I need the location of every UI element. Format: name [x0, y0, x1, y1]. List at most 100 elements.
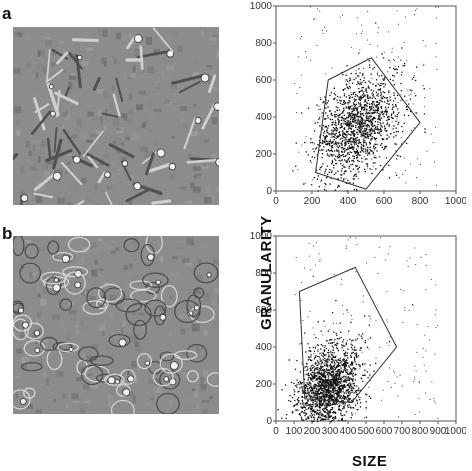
event-point — [360, 96, 362, 98]
event-point — [316, 379, 318, 381]
event-point — [338, 370, 340, 373]
event-point — [334, 377, 336, 379]
event-point — [405, 105, 408, 108]
event-point — [317, 420, 319, 423]
event-point — [377, 83, 379, 85]
event-point — [346, 377, 348, 379]
event-point — [343, 159, 346, 161]
event-point — [334, 189, 336, 191]
event-point — [355, 141, 357, 143]
event-point — [359, 364, 361, 367]
event-point — [369, 66, 371, 69]
cell-outline — [19, 262, 42, 284]
event-point — [380, 117, 383, 119]
event-point — [418, 382, 420, 384]
event-point — [340, 123, 342, 126]
event-point — [400, 289, 402, 291]
bright-cell — [155, 279, 161, 285]
event-point — [284, 384, 287, 386]
event-point — [323, 146, 325, 148]
event-point — [406, 108, 408, 111]
event-point — [349, 398, 352, 400]
event-point — [413, 127, 415, 129]
event-point — [395, 150, 397, 152]
event-point — [354, 115, 356, 117]
event-point — [326, 380, 328, 382]
event-point — [318, 393, 321, 396]
event-point — [373, 110, 375, 112]
event-point — [321, 415, 323, 417]
event-point — [366, 108, 368, 110]
event-point — [359, 104, 361, 106]
event-point — [324, 379, 326, 381]
event-point — [298, 399, 300, 402]
event-point — [345, 343, 347, 345]
event-point — [369, 120, 372, 122]
event-point — [291, 412, 293, 414]
event-point — [338, 121, 340, 123]
event-point — [367, 87, 369, 89]
event-point — [405, 182, 407, 184]
event-point — [329, 370, 331, 372]
cell-outline — [159, 353, 183, 374]
event-point — [370, 130, 372, 132]
event-point — [339, 378, 341, 380]
event-point — [365, 152, 367, 154]
event-point — [324, 139, 326, 141]
event-point — [357, 153, 359, 155]
event-point — [343, 136, 345, 138]
event-point — [301, 403, 304, 405]
event-point — [372, 153, 374, 155]
event-point — [318, 370, 321, 372]
event-point — [360, 122, 362, 124]
event-point — [350, 416, 352, 419]
event-point — [332, 410, 335, 413]
event-point — [381, 112, 383, 114]
event-point — [355, 151, 358, 153]
event-point — [413, 14, 415, 16]
event-point — [352, 367, 354, 369]
event-point — [351, 362, 353, 364]
cell-outline — [52, 138, 63, 170]
event-point — [347, 129, 349, 131]
event-point — [355, 165, 357, 167]
event-point — [319, 358, 321, 360]
event-point — [383, 113, 385, 115]
event-point — [348, 113, 350, 115]
event-point — [386, 71, 388, 73]
cell-outline — [105, 191, 113, 205]
cell-outline — [75, 200, 85, 205]
event-point — [322, 128, 324, 130]
event-point — [316, 419, 319, 421]
event-point — [356, 356, 358, 358]
event-point — [343, 178, 345, 180]
event-point — [341, 384, 343, 387]
cell-outline — [160, 285, 178, 308]
panel-letter-a: a — [2, 4, 12, 23]
event-point — [341, 376, 343, 378]
event-point — [328, 385, 331, 387]
event-point — [334, 356, 336, 358]
event-point — [358, 140, 360, 142]
event-point — [344, 345, 346, 347]
event-point — [344, 145, 346, 147]
event-point — [367, 117, 369, 120]
event-point — [359, 98, 361, 101]
event-point — [307, 383, 309, 385]
event-point — [344, 361, 346, 363]
event-point — [392, 68, 395, 70]
event-point — [337, 136, 340, 138]
event-point — [437, 325, 439, 327]
event-point — [339, 16, 341, 18]
event-point — [347, 239, 349, 241]
event-point — [314, 385, 316, 387]
event-point — [436, 184, 438, 186]
event-point — [302, 320, 304, 322]
event-point — [414, 95, 417, 97]
event-point — [355, 154, 358, 156]
event-point — [336, 379, 338, 381]
event-point — [301, 388, 304, 390]
event-point — [359, 72, 361, 74]
event-point — [354, 121, 356, 123]
event-point — [361, 120, 363, 122]
